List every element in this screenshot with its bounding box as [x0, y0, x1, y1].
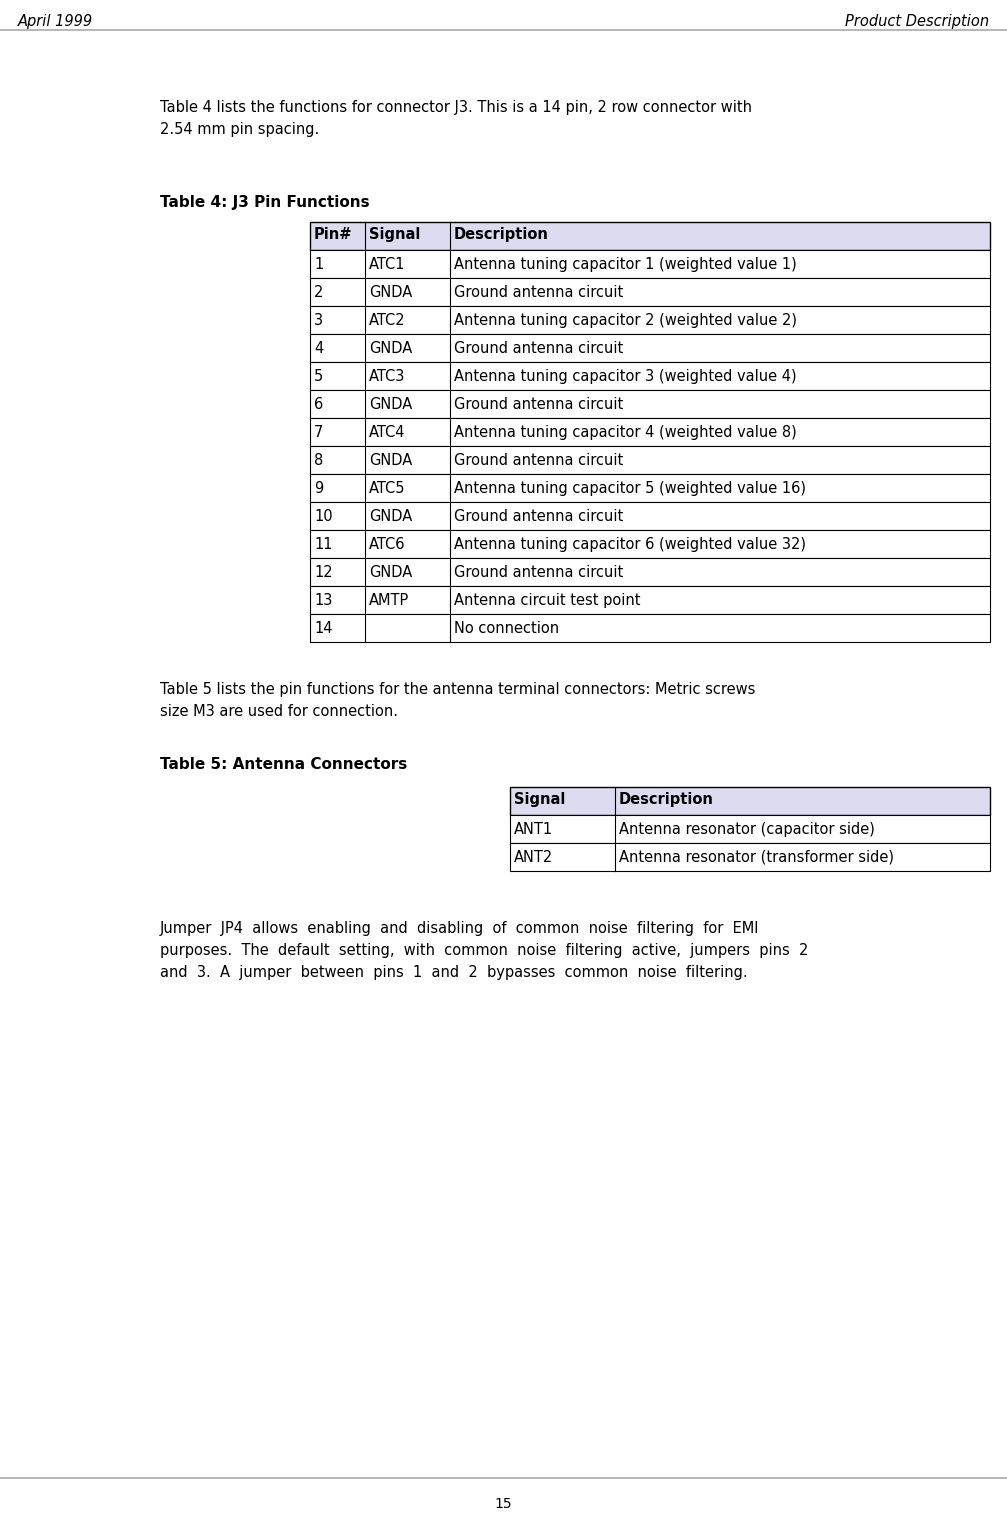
Bar	[310, 223, 990, 250]
Text: Antenna tuning capacitor 1 (weighted value 1): Antenna tuning capacitor 1 (weighted val…	[454, 258, 797, 273]
Bar	[510, 842, 990, 871]
Text: GNDA: GNDA	[369, 341, 412, 356]
Text: ATC2: ATC2	[369, 314, 406, 329]
Text: 15: 15	[494, 1497, 512, 1510]
Text: Table 5 lists the pin functions for the antenna terminal connectors: Metric scre: Table 5 lists the pin functions for the …	[160, 682, 755, 697]
Text: size M3 are used for connection.: size M3 are used for connection.	[160, 704, 398, 720]
Text: No connection: No connection	[454, 621, 559, 636]
Text: 11: 11	[314, 536, 332, 551]
Text: Signal: Signal	[369, 227, 420, 242]
Text: ATC5: ATC5	[369, 480, 406, 495]
Text: 2.54 mm pin spacing.: 2.54 mm pin spacing.	[160, 123, 319, 136]
Text: Table 4 lists the functions for connector J3. This is a 14 pin, 2 row connector : Table 4 lists the functions for connecto…	[160, 100, 752, 115]
Bar	[310, 530, 990, 558]
Text: 10: 10	[314, 509, 332, 524]
Text: GNDA: GNDA	[369, 397, 412, 412]
Text: Signal: Signal	[514, 792, 565, 807]
Text: Ground antenna circuit: Ground antenna circuit	[454, 285, 623, 300]
Bar	[310, 250, 990, 277]
Text: AMTP: AMTP	[369, 592, 409, 608]
Text: 14: 14	[314, 621, 332, 636]
Text: GNDA: GNDA	[369, 285, 412, 300]
Bar	[310, 306, 990, 333]
Text: Description: Description	[454, 227, 549, 242]
Text: GNDA: GNDA	[369, 509, 412, 524]
Text: ATC3: ATC3	[369, 370, 406, 383]
Bar	[310, 586, 990, 614]
Text: purposes.  The  default  setting,  with  common  noise  filtering  active,  jump: purposes. The default setting, with comm…	[160, 942, 809, 957]
Bar	[310, 445, 990, 474]
Text: 13: 13	[314, 592, 332, 608]
Text: Antenna tuning capacitor 6 (weighted value 32): Antenna tuning capacitor 6 (weighted val…	[454, 536, 806, 551]
Text: Description: Description	[619, 792, 714, 807]
Bar	[510, 786, 990, 815]
Text: ATC4: ATC4	[369, 426, 406, 439]
Text: Antenna tuning capacitor 2 (weighted value 2): Antenna tuning capacitor 2 (weighted val…	[454, 314, 797, 329]
Text: Antenna resonator (capacitor side): Antenna resonator (capacitor side)	[619, 823, 875, 836]
Bar	[510, 815, 990, 842]
Text: 6: 6	[314, 397, 323, 412]
Text: Product Description: Product Description	[845, 14, 989, 29]
Bar	[310, 558, 990, 586]
Bar	[310, 277, 990, 306]
Text: Antenna circuit test point: Antenna circuit test point	[454, 592, 640, 608]
Bar	[310, 614, 990, 642]
Text: Ground antenna circuit: Ground antenna circuit	[454, 341, 623, 356]
Text: 3: 3	[314, 314, 323, 329]
Text: Antenna tuning capacitor 3 (weighted value 4): Antenna tuning capacitor 3 (weighted val…	[454, 370, 797, 383]
Text: 9: 9	[314, 480, 323, 495]
Text: Jumper  JP4  allows  enabling  and  disabling  of  common  noise  filtering  for: Jumper JP4 allows enabling and disabling…	[160, 921, 759, 936]
Text: Ground antenna circuit: Ground antenna circuit	[454, 509, 623, 524]
Text: Antenna tuning capacitor 4 (weighted value 8): Antenna tuning capacitor 4 (weighted val…	[454, 426, 797, 439]
Text: Table 5: Antenna Connectors: Table 5: Antenna Connectors	[160, 758, 407, 773]
Text: Antenna tuning capacitor 5 (weighted value 16): Antenna tuning capacitor 5 (weighted val…	[454, 480, 806, 495]
Text: GNDA: GNDA	[369, 565, 412, 580]
Bar	[310, 333, 990, 362]
Bar	[310, 389, 990, 418]
Text: Table 4: J3 Pin Functions: Table 4: J3 Pin Functions	[160, 195, 370, 211]
Bar	[310, 418, 990, 445]
Bar	[310, 501, 990, 530]
Text: ANT1: ANT1	[514, 823, 553, 836]
Text: 12: 12	[314, 565, 332, 580]
Bar	[310, 362, 990, 389]
Text: 2: 2	[314, 285, 323, 300]
Text: 8: 8	[314, 453, 323, 468]
Text: Ground antenna circuit: Ground antenna circuit	[454, 453, 623, 468]
Text: 7: 7	[314, 426, 323, 439]
Text: 1: 1	[314, 258, 323, 273]
Text: April 1999: April 1999	[18, 14, 93, 29]
Text: ATC6: ATC6	[369, 536, 406, 551]
Text: 4: 4	[314, 341, 323, 356]
Bar	[310, 474, 990, 501]
Text: and  3.  A  jumper  between  pins  1  and  2  bypasses  common  noise  filtering: and 3. A jumper between pins 1 and 2 byp…	[160, 965, 747, 980]
Text: Antenna resonator (transformer side): Antenna resonator (transformer side)	[619, 850, 894, 865]
Text: Pin#: Pin#	[314, 227, 352, 242]
Text: Ground antenna circuit: Ground antenna circuit	[454, 565, 623, 580]
Text: Ground antenna circuit: Ground antenna circuit	[454, 397, 623, 412]
Text: ANT2: ANT2	[514, 850, 553, 865]
Text: ATC1: ATC1	[369, 258, 406, 273]
Text: 5: 5	[314, 370, 323, 383]
Text: GNDA: GNDA	[369, 453, 412, 468]
